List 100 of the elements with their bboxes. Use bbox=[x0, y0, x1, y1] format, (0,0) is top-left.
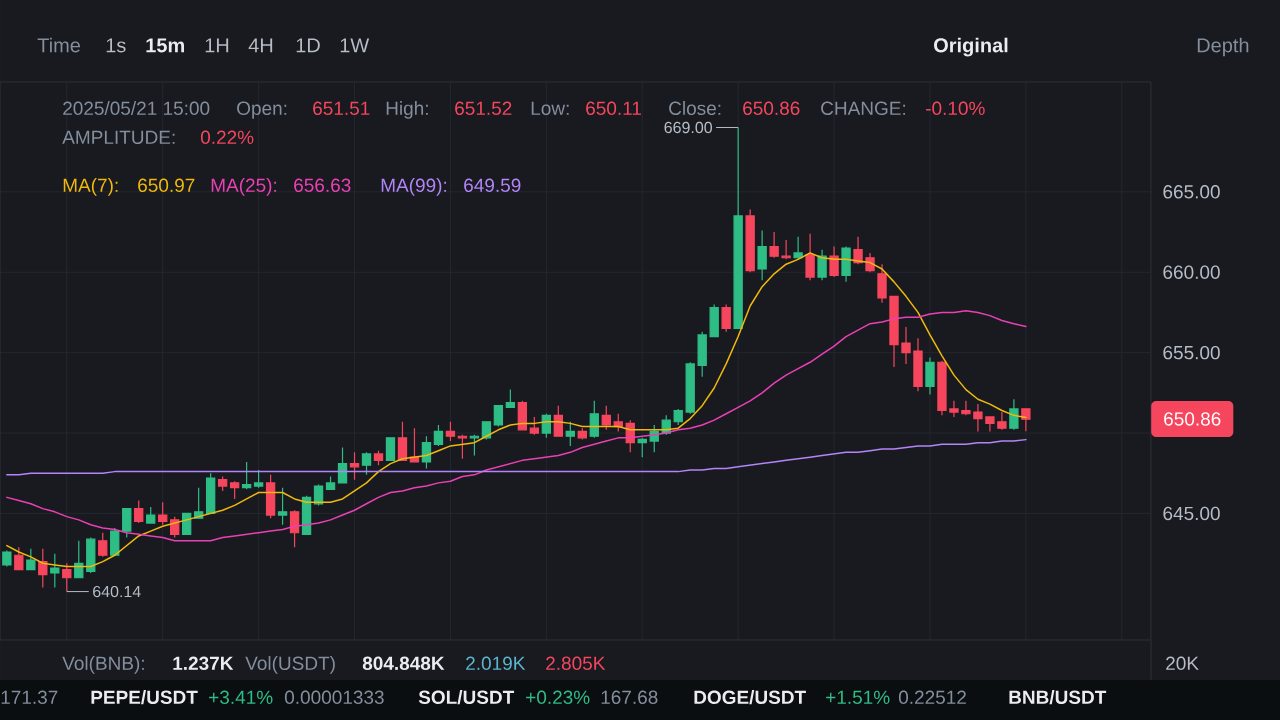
candlestick bbox=[146, 506, 156, 524]
candlestick bbox=[985, 416, 995, 433]
candlestick bbox=[421, 435, 432, 469]
candlestick bbox=[529, 416, 540, 436]
annotation: 650.97 bbox=[138, 178, 195, 193]
annotation: Open: bbox=[237, 101, 287, 119]
candlestick bbox=[62, 562, 72, 593]
text: 1H bbox=[205, 38, 229, 53]
candlestick bbox=[973, 403, 983, 433]
candlestick bbox=[50, 553, 60, 588]
text: 1W bbox=[340, 38, 370, 53]
text: 1.237K bbox=[173, 656, 234, 671]
candlestick bbox=[457, 434, 468, 460]
candlestick bbox=[601, 405, 611, 431]
candlestick bbox=[793, 236, 803, 260]
candlestick bbox=[553, 405, 563, 437]
candlestick bbox=[277, 487, 288, 526]
text: 804.848K bbox=[362, 656, 445, 671]
text: MA(25): bbox=[211, 178, 277, 196]
annotation: AMPLITUDE: bbox=[62, 130, 175, 145]
text: Vol(BNB): bbox=[62, 656, 144, 674]
candlestick bbox=[469, 434, 480, 457]
candlestick bbox=[721, 303, 731, 333]
annotation: CHANGE: bbox=[821, 101, 906, 116]
candlestick bbox=[757, 229, 767, 281]
candlestick bbox=[265, 474, 276, 519]
text: SOL/USDT bbox=[418, 690, 515, 705]
candlestick bbox=[733, 126, 743, 330]
candlestick bbox=[38, 548, 48, 588]
candlestick bbox=[505, 389, 516, 408]
annotation: 656.63 bbox=[294, 178, 351, 193]
candlestick bbox=[397, 421, 408, 461]
candlestick bbox=[517, 400, 528, 431]
annotation: 0.22% bbox=[200, 130, 254, 145]
candlestick bbox=[685, 361, 695, 415]
text: +1.51% bbox=[826, 690, 890, 705]
candlestick bbox=[925, 356, 935, 396]
candlestick bbox=[589, 400, 599, 439]
candlestick bbox=[217, 475, 228, 492]
candlestick bbox=[26, 548, 36, 571]
text: MA(7): bbox=[63, 178, 118, 196]
text: 1D bbox=[296, 38, 320, 53]
candlestick bbox=[385, 437, 396, 461]
text: 15m bbox=[146, 38, 184, 53]
candlestick bbox=[361, 451, 372, 476]
candlestick bbox=[253, 469, 264, 489]
candlestick bbox=[709, 303, 719, 338]
text: 2.019K bbox=[466, 656, 526, 671]
y-tick-label: 645.00 bbox=[1163, 506, 1220, 521]
candlestick bbox=[205, 472, 216, 515]
text: 2.805K bbox=[546, 656, 606, 671]
candlestick bbox=[745, 208, 755, 273]
candlestick bbox=[86, 536, 96, 574]
candlestick bbox=[673, 408, 683, 426]
candlestick bbox=[949, 400, 959, 418]
candlestick bbox=[829, 245, 839, 278]
candlestick bbox=[961, 400, 971, 416]
y-tick-label: 655.00 bbox=[1163, 345, 1220, 360]
candlestick bbox=[373, 450, 384, 466]
annotation: 650.86 bbox=[743, 101, 800, 116]
candlestick bbox=[14, 546, 24, 571]
candlestick bbox=[1009, 398, 1019, 431]
text: 2025/05/21 15:00 bbox=[63, 101, 210, 116]
text: +0.23% bbox=[526, 690, 590, 705]
candlestick bbox=[122, 508, 132, 539]
candlestick bbox=[349, 451, 360, 481]
candlestick bbox=[493, 405, 504, 428]
candlestick bbox=[325, 475, 336, 490]
candlestick bbox=[98, 532, 108, 558]
annotation: Close: bbox=[669, 101, 721, 116]
candlestick bbox=[901, 326, 911, 365]
candlestick bbox=[182, 512, 192, 535]
text: MA(99): bbox=[381, 178, 447, 196]
annotation: High: bbox=[386, 101, 428, 119]
candlestick bbox=[577, 427, 587, 441]
candlestick bbox=[841, 245, 851, 283]
text: 167.68 bbox=[601, 690, 658, 705]
candlestick bbox=[877, 263, 887, 304]
text: Original bbox=[934, 37, 1008, 57]
candlestick bbox=[769, 231, 779, 259]
candlestick bbox=[433, 424, 444, 447]
text: 0.00001333 bbox=[284, 690, 384, 705]
candlestick bbox=[805, 233, 815, 281]
text: 20K bbox=[1166, 656, 1199, 671]
candlestick bbox=[565, 421, 575, 447]
candlestick bbox=[158, 501, 168, 526]
annotation: 651.52 bbox=[455, 101, 512, 116]
y-tick-label: 660.00 bbox=[1163, 265, 1220, 279]
candlestick bbox=[445, 421, 456, 442]
candlestick bbox=[229, 480, 240, 500]
annotation: 649.59 bbox=[464, 178, 521, 193]
annotation: 651.51 bbox=[313, 101, 370, 116]
candlestick bbox=[74, 540, 84, 579]
candlestick bbox=[241, 461, 252, 490]
text: 0.22512 bbox=[898, 690, 966, 705]
candlestick bbox=[337, 446, 348, 484]
annotation: -0.10% bbox=[926, 101, 985, 116]
annotation: Low: bbox=[531, 101, 569, 116]
candlestick bbox=[110, 527, 120, 556]
text: PEPE/USDT bbox=[91, 690, 198, 705]
